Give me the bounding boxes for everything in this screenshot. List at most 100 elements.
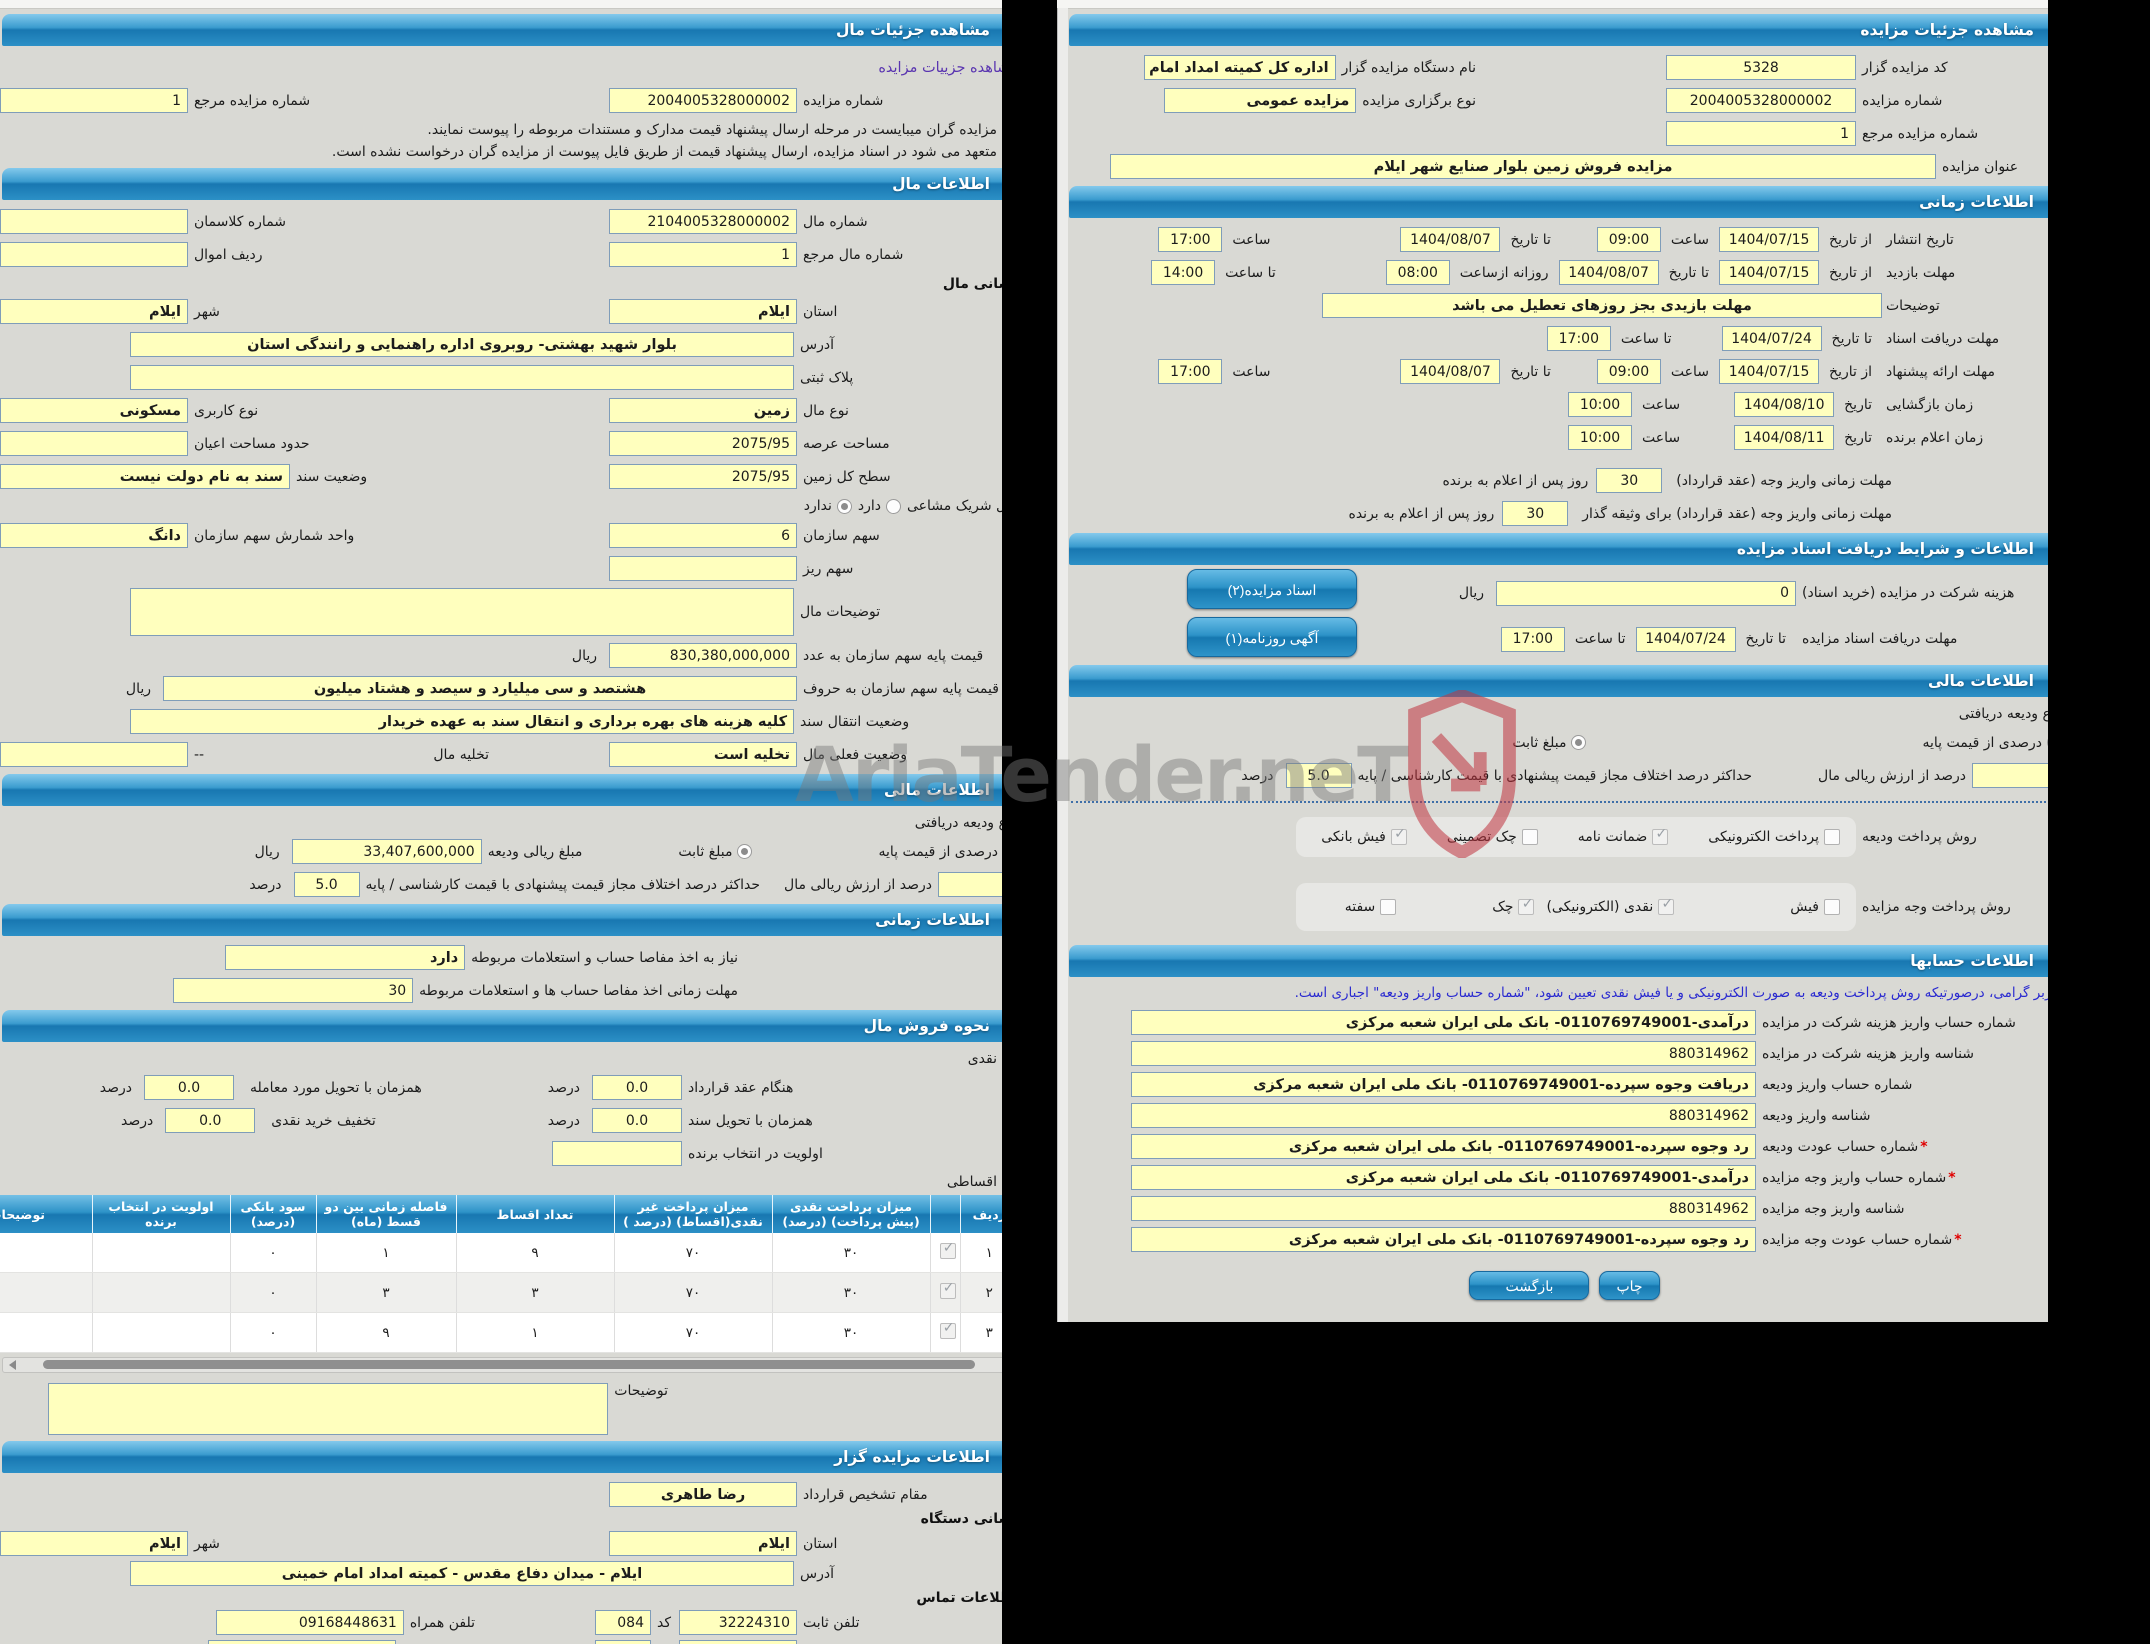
deposit-fixed-radio[interactable] bbox=[737, 844, 753, 859]
scrollbar-thumb[interactable] bbox=[43, 1360, 975, 1369]
fee-deposit-account-input[interactable]: درآمدی-0110769749001- بانک ملی ایران شعب… bbox=[1131, 1010, 1756, 1035]
total-land-input[interactable]: 2075/95 bbox=[609, 464, 797, 489]
auction-docs-button[interactable]: اسناد مزایده(۲) bbox=[1187, 569, 1357, 609]
clearance-needed-input[interactable]: دارد bbox=[225, 945, 466, 970]
offer-to-date-input[interactable]: 1404/08/07 bbox=[1400, 359, 1501, 384]
winner-time-input[interactable]: 10:00 bbox=[1568, 425, 1633, 450]
publish-to-time-input[interactable]: 17:00 bbox=[1158, 227, 1223, 252]
auction-payment-id-input[interactable]: 880314962 bbox=[1131, 1196, 1756, 1221]
at-delivery-input[interactable]: 0.0 bbox=[144, 1075, 234, 1100]
opening-date-input[interactable]: 1404/08/10 bbox=[1734, 392, 1835, 417]
payment-deadline-input[interactable]: 30 bbox=[1596, 468, 1663, 493]
agency-city-input[interactable]: ایلام bbox=[0, 1531, 188, 1556]
property-desc-input[interactable] bbox=[130, 588, 794, 636]
electronic-payment-checkbox[interactable] bbox=[1824, 829, 1840, 845]
winner-date-input[interactable]: 1404/08/11 bbox=[1734, 425, 1835, 450]
deposit-id-input[interactable]: 880314962 bbox=[1131, 1103, 1756, 1128]
agency-province-input[interactable]: ایلام bbox=[609, 1531, 797, 1556]
agency-name-input[interactable]: اداره کل کمیته امداد امام خ bbox=[1143, 55, 1336, 80]
evacuation-input[interactable] bbox=[0, 742, 188, 767]
auction-payment-account-input[interactable]: درآمدی-0110769749001- بانک ملی ایران شعب… bbox=[1131, 1165, 1756, 1190]
property-number-input[interactable]: 2104005328000002 bbox=[609, 209, 797, 234]
contract-authority-input[interactable]: رضا طاهری bbox=[609, 1482, 797, 1507]
auction-ref-input[interactable]: 1 bbox=[1666, 121, 1856, 146]
bank-receipt-checkbox[interactable] bbox=[1390, 826, 1407, 845]
property-ref-input[interactable]: 1 bbox=[609, 242, 797, 267]
view-auction-details-link[interactable]: مشاهده جزییات مزایده bbox=[878, 59, 1002, 76]
table-horizontal-scrollbar[interactable] bbox=[2, 1357, 1002, 1373]
offer-from-time-input[interactable]: 09:00 bbox=[1596, 359, 1661, 384]
table-row[interactable]: ۲ ۳۰ ۷۰ ۳ ۳ ۰ bbox=[0, 1272, 1002, 1313]
visit-from-time-input[interactable]: 08:00 bbox=[1385, 260, 1450, 285]
deposit-amount-input[interactable]: 33,407,600,000 bbox=[291, 839, 482, 864]
deed-status-input[interactable]: سند به نام دولت نیست bbox=[0, 464, 290, 489]
email-input[interactable]: ilam@emdad.ir bbox=[208, 1640, 397, 1644]
deposit-return-account-input[interactable]: رد وجوه سپرده-0110769749001- بانک ملی ای… bbox=[1131, 1134, 1756, 1159]
receipt-checkbox[interactable] bbox=[1824, 899, 1840, 915]
scroll-left-arrow-icon[interactable] bbox=[9, 1360, 16, 1370]
docs-to-time-input[interactable]: 17:00 bbox=[1546, 326, 1611, 351]
fax-code-input[interactable]: 084 bbox=[594, 1640, 651, 1644]
joint-owner-no-radio[interactable] bbox=[836, 498, 852, 514]
mobile-input[interactable]: 09168448631 bbox=[215, 1610, 404, 1635]
sale-desc-input[interactable] bbox=[48, 1383, 609, 1435]
offer-from-date-input[interactable]: 1404/07/15 bbox=[1719, 359, 1820, 384]
auction-number-input[interactable]: 2004005328000002 bbox=[609, 88, 797, 113]
share-unit-input[interactable]: دانگ bbox=[0, 523, 188, 548]
base-price-words-input[interactable]: هشتصد و سی میلیارد و سیصد و هشتاد میلیون bbox=[163, 676, 797, 701]
visit-to-date-input[interactable]: 1404/08/07 bbox=[1558, 260, 1659, 285]
offer-to-time-input[interactable]: 17:00 bbox=[1158, 359, 1223, 384]
deposit-percent-radio[interactable] bbox=[2047, 735, 2048, 750]
guarantee-letter-checkbox[interactable] bbox=[1652, 826, 1669, 845]
building-area-input[interactable] bbox=[0, 431, 188, 456]
clearance-deadline-input[interactable]: 30 bbox=[173, 978, 414, 1003]
back-button[interactable]: بازگشت bbox=[1469, 1271, 1590, 1300]
visit-from-date-input[interactable]: 1404/07/15 bbox=[1719, 260, 1820, 285]
deposit-percent-input[interactable] bbox=[938, 872, 1002, 897]
cash-electronic-checkbox[interactable] bbox=[1658, 896, 1675, 915]
auction-number-input[interactable]: 2004005328000002 bbox=[1666, 88, 1856, 113]
row-checkbox[interactable] bbox=[939, 1320, 956, 1339]
area-code-input[interactable]: 084 bbox=[594, 1610, 651, 1635]
vertical-scrollbar[interactable] bbox=[1057, 8, 1068, 1322]
deposit-fixed-radio[interactable] bbox=[1571, 735, 1587, 750]
deposit-account-input[interactable]: دریافت وجوه سپرده-0110769749001- بانک مل… bbox=[1131, 1072, 1756, 1097]
classification-input[interactable] bbox=[0, 209, 188, 234]
auctioneer-code-input[interactable]: 5328 bbox=[1666, 55, 1856, 80]
winner-priority-input[interactable] bbox=[552, 1141, 682, 1166]
publish-from-time-input[interactable]: 09:00 bbox=[1596, 227, 1661, 252]
certified-check-checkbox[interactable] bbox=[1521, 829, 1538, 845]
docs-receive-date-input[interactable]: 1404/07/24 bbox=[1635, 626, 1736, 652]
table-row[interactable]: ۱ ۳۰ ۷۰ ۹ ۱ ۰ bbox=[0, 1233, 1002, 1273]
auction-type-input[interactable]: مزایده عمومی bbox=[1164, 88, 1357, 113]
usage-type-input[interactable]: مسکونی bbox=[0, 398, 188, 423]
at-deed-input[interactable]: 0.0 bbox=[592, 1108, 682, 1133]
property-type-input[interactable]: زمین bbox=[609, 398, 797, 423]
publish-to-date-input[interactable]: 1404/08/07 bbox=[1400, 227, 1501, 252]
sub-share-input[interactable] bbox=[609, 556, 797, 581]
auction-ref-input[interactable]: 1 bbox=[0, 88, 188, 113]
docs-to-date-input[interactable]: 1404/07/24 bbox=[1721, 326, 1822, 351]
visit-to-time-input[interactable]: 14:00 bbox=[1151, 260, 1216, 285]
row-checkbox[interactable] bbox=[939, 1280, 956, 1299]
base-price-number-input[interactable]: 830,380,000,000 bbox=[609, 643, 797, 668]
joint-owner-yes-radio[interactable] bbox=[886, 498, 901, 514]
fax-input[interactable]: 32220093 bbox=[679, 1640, 797, 1644]
land-area-input[interactable]: 2075/95 bbox=[609, 431, 797, 456]
participation-fee-input[interactable]: 0 bbox=[1496, 580, 1796, 606]
agency-address-input[interactable]: ایلام - میدان دفاع مقدس - کمیته امداد ام… bbox=[130, 1561, 794, 1586]
address-input[interactable]: بلوار شهید بهشتی- روبروی اداره راهنمایی … bbox=[130, 332, 794, 357]
auction-title-input[interactable]: مزایده فروش زمین بلوار صنایع شهر ایلام bbox=[1110, 154, 1936, 179]
promissory-note-checkbox[interactable] bbox=[1380, 899, 1397, 915]
registration-plate-input[interactable] bbox=[130, 365, 794, 390]
row-checkbox[interactable] bbox=[939, 1240, 956, 1259]
province-input[interactable]: ایلام bbox=[609, 299, 797, 324]
current-status-input[interactable]: تخلیه است bbox=[609, 742, 797, 767]
asset-row-input[interactable] bbox=[0, 242, 188, 267]
docs-receive-time-input[interactable]: 17:00 bbox=[1500, 626, 1565, 652]
max-diff-input[interactable]: 5.0 bbox=[1285, 763, 1352, 788]
deposit-percent-input[interactable] bbox=[1972, 763, 2048, 788]
check-checkbox[interactable] bbox=[1518, 896, 1535, 915]
collateral-payment-deadline-input[interactable]: 30 bbox=[1502, 501, 1569, 526]
table-row[interactable]: ۳ ۳۰ ۷۰ ۱ ۹ ۰ bbox=[0, 1312, 1002, 1353]
